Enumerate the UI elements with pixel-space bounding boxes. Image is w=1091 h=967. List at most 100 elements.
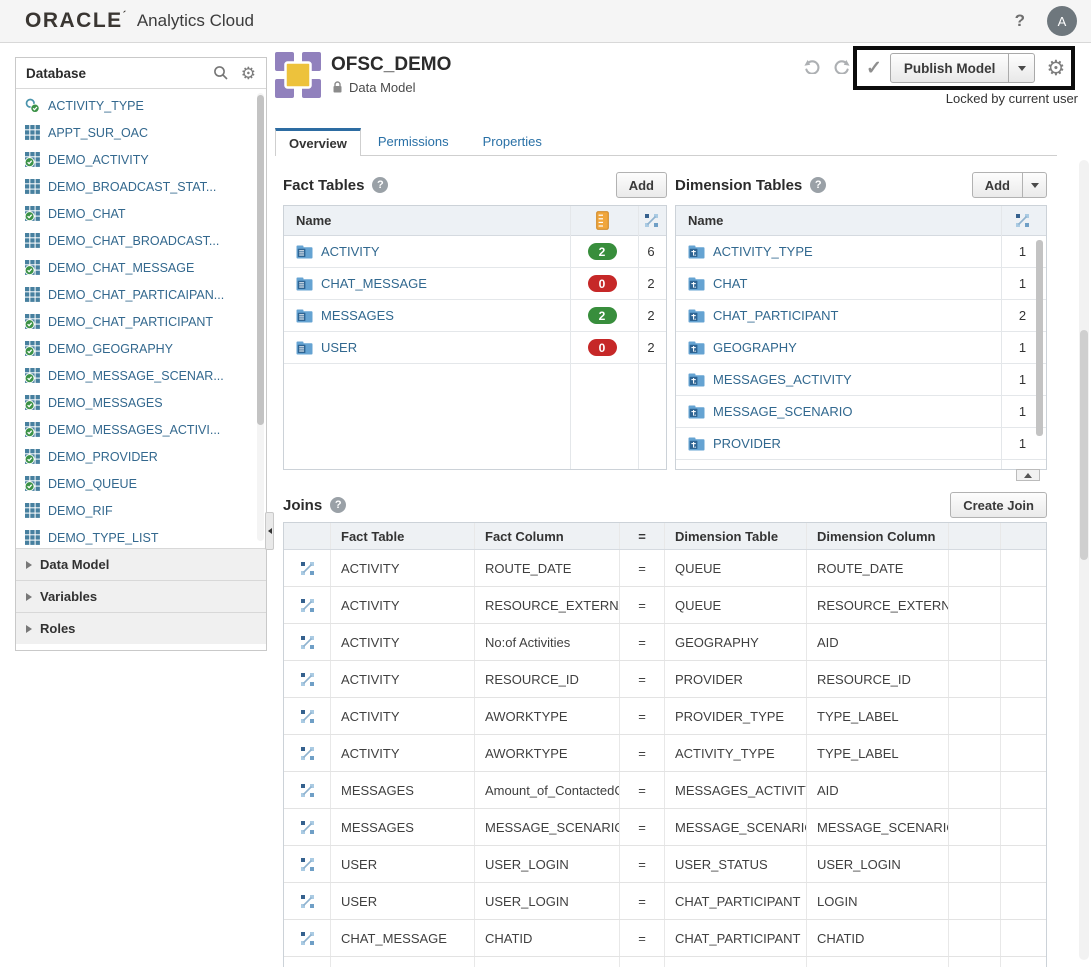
sidebar-scrollbar-thumb[interactable] — [257, 95, 264, 425]
table-name-label: DEMO_GEOGRAPHY — [48, 341, 174, 356]
sidebar-item-appt-sur-oac[interactable]: APPT_SUR_OAC — [16, 119, 266, 146]
join-icon[interactable] — [300, 746, 315, 761]
dimension-table-link[interactable]: ACTIVITY_TYPE — [713, 244, 813, 259]
fact-table-icon — [296, 277, 313, 291]
sidebar-item-demo-queue[interactable]: DEMO_QUEUE — [16, 470, 266, 497]
join-icon[interactable] — [300, 894, 315, 909]
join-operator-cell: = — [620, 846, 665, 882]
fact-tables-grid: Name ACTIVITY 2 6 CHAT_MESSAGE 0 2 MESSAGES 2 2 U… — [283, 205, 667, 470]
fact-table-link[interactable]: CHAT_MESSAGE — [321, 276, 427, 291]
sidebar-item-demo-broadcast-stat[interactable]: DEMO_BROADCAST_STAT... — [16, 173, 266, 200]
app-header: ORACLE Analytics Cloud ? A — [0, 0, 1091, 43]
fact-table-link[interactable]: MESSAGES — [321, 308, 394, 323]
join-empty-cell — [949, 846, 1001, 882]
join-empty-cell — [949, 550, 1001, 586]
join-empty-cell — [949, 661, 1001, 697]
join-icon[interactable] — [300, 635, 315, 650]
joins-column-header — [999, 213, 1046, 228]
fact-table-link[interactable]: ACTIVITY — [321, 244, 380, 259]
fact-tables-add-button[interactable]: Add — [615, 172, 667, 198]
join-icon[interactable] — [300, 820, 315, 835]
dimension-tables-add-button[interactable]: Add — [971, 172, 1047, 198]
model-actions-gear-icon[interactable]: ⚙ — [1046, 56, 1066, 80]
tab-overview[interactable]: Overview — [275, 128, 361, 156]
joins-help-icon[interactable]: ? — [330, 497, 347, 513]
table-name-label: DEMO_MESSAGE_SCENAR... — [48, 368, 224, 383]
join-dimension-column-cell: AID — [807, 772, 949, 808]
join-icon[interactable] — [300, 783, 315, 798]
fact-table-link[interactable]: USER — [321, 340, 358, 355]
dimension-table-link[interactable]: PROVIDER_TYPE — [713, 468, 822, 469]
dimension-tables-help-icon[interactable]: ? — [810, 177, 827, 193]
dimension-table-link[interactable]: CHAT — [713, 276, 748, 291]
redo-icon — [834, 59, 850, 75]
dimension-tables-rows: ACTIVITY_TYPE 1 CHAT 1 CHAT_PARTICIPANT 2 GEOG… — [676, 236, 1046, 470]
publish-model-dropdown[interactable] — [1008, 54, 1034, 82]
sidebar-scrollbar[interactable] — [257, 93, 264, 541]
dimension-table-icon — [688, 405, 705, 419]
page-scrollbar[interactable] — [1079, 160, 1089, 960]
sidebar-item-demo-chat[interactable]: DEMO_CHAT — [16, 200, 266, 227]
dimension-table-link[interactable]: CHAT_PARTICIPANT — [713, 308, 839, 323]
tab-permissions[interactable]: Permissions — [377, 133, 449, 149]
join-icon-cell — [284, 624, 331, 660]
join-fact-table-cell: ACTIVITY — [331, 698, 475, 734]
join-icon[interactable] — [300, 598, 315, 613]
sidebar-item-demo-type-list[interactable]: DEMO_TYPE_LIST — [16, 524, 266, 548]
undo-button[interactable] — [803, 57, 822, 77]
publish-model-button[interactable]: Publish Model — [903, 60, 996, 76]
sidebar-item-demo-rif[interactable]: DEMO_RIF — [16, 497, 266, 524]
sidebar-item-demo-chat-participant[interactable]: DEMO_CHAT_PARTICIPANT — [16, 308, 266, 335]
sidebar-item-demo-messages-activi[interactable]: DEMO_MESSAGES_ACTIVI... — [16, 416, 266, 443]
sidebar-item-activity-type[interactable]: ACTIVITY_TYPE — [16, 92, 266, 119]
fact-table-row: USER 0 2 — [284, 332, 666, 364]
avatar[interactable]: A — [1047, 6, 1077, 36]
sidebar-item-demo-chat-particaipan[interactable]: DEMO_CHAT_PARTICAIPAN... — [16, 281, 266, 308]
create-join-button[interactable]: Create Join — [950, 492, 1047, 518]
join-icon[interactable] — [300, 931, 315, 946]
dimension-tables-title: Dimension Tables — [675, 176, 803, 194]
table-name-label: DEMO_MESSAGES_ACTIVI... — [48, 422, 221, 437]
tab-properties[interactable]: Properties — [482, 133, 542, 149]
dimension-scrollbar-thumb[interactable] — [1036, 240, 1043, 436]
sidebar-gear-icon[interactable]: ⚙ — [240, 63, 256, 83]
dimension-tables-grid-header: Name — [676, 206, 1046, 236]
sidebar-item-demo-provider[interactable]: DEMO_PROVIDER — [16, 443, 266, 470]
fact-tables-help-icon[interactable]: ? — [372, 177, 389, 193]
join-row: CHAT_MESSAGE CHATID = CHAT_PARTICIPANT CHATI… — [284, 920, 1046, 957]
sidebar-item-demo-chat-broadcast[interactable]: DEMO_CHAT_BROADCAST... — [16, 227, 266, 254]
add-dropdown[interactable] — [1022, 173, 1046, 197]
dimension-scroll-up-button[interactable] — [1016, 469, 1040, 481]
name-column-header: Name — [296, 213, 332, 228]
dimension-table-link[interactable]: PROVIDER — [713, 436, 781, 451]
join-row: ACTIVITY AWORKTYPE = PROVIDER_TYPE TYPE_LABE… — [284, 698, 1046, 735]
redo-button[interactable] — [832, 57, 851, 77]
join-count-cell: 2 — [1018, 308, 1027, 323]
sidebar-item-demo-messages[interactable]: DEMO_MESSAGES — [16, 389, 266, 416]
search-icon[interactable] — [213, 65, 229, 81]
sidebar-collapse-handle[interactable] — [265, 512, 274, 550]
sidebar-section-data-model[interactable]: Data Model — [16, 548, 266, 580]
sidebar-item-demo-message-scenar[interactable]: DEMO_MESSAGE_SCENAR... — [16, 362, 266, 389]
join-empty-cell — [949, 920, 1001, 956]
join-row: ACTIVITY RESOURCE_ID = PROVIDER RESOURCE_ID — [284, 661, 1046, 698]
join-icon-cell — [284, 846, 331, 882]
joins-header: Joins ? Create Join — [283, 492, 1047, 518]
sidebar-section-roles[interactable]: Roles — [16, 612, 266, 644]
join-icon[interactable] — [300, 857, 315, 872]
dimension-name-cell: PROVIDER — [676, 436, 999, 451]
join-icon[interactable] — [300, 561, 315, 576]
join-icon[interactable] — [300, 672, 315, 687]
sidebar-section-variables[interactable]: Variables — [16, 580, 266, 612]
sidebar-item-demo-chat-message[interactable]: DEMO_CHAT_MESSAGE — [16, 254, 266, 281]
dimension-table-link[interactable]: GEOGRAPHY — [713, 340, 797, 355]
dimension-table-icon — [688, 469, 705, 470]
dimension-table-link[interactable]: MESSAGE_SCENARIO — [713, 404, 853, 419]
sidebar-item-demo-geography[interactable]: DEMO_GEOGRAPHY — [16, 335, 266, 362]
page-scrollbar-thumb[interactable] — [1080, 330, 1088, 560]
sidebar-item-demo-activity[interactable]: DEMO_ACTIVITY — [16, 146, 266, 173]
dimension-table-link[interactable]: MESSAGES_ACTIVITY — [713, 372, 852, 387]
join-icon[interactable] — [300, 709, 315, 724]
join-fact-column-cell: No:of Activities — [475, 624, 620, 660]
help-icon[interactable]: ? — [1014, 11, 1025, 30]
